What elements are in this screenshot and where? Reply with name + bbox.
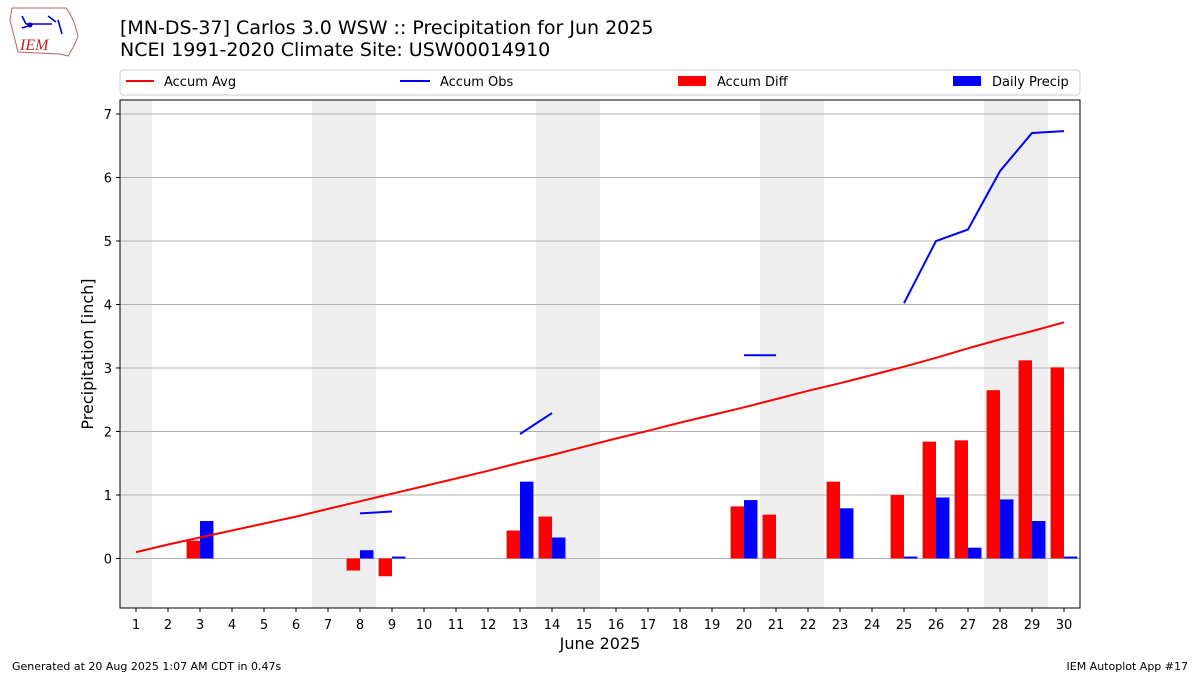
daily-precip-bar-day-20 <box>744 500 758 559</box>
xtick-label-10: 10 <box>416 618 433 633</box>
legend-swatch-accum-diff <box>678 76 706 86</box>
xtick-label-21: 21 <box>768 618 785 633</box>
ytick-label-4: 4 <box>104 298 112 313</box>
weekend-shade-day-15 <box>568 100 600 608</box>
xtick-label-27: 27 <box>960 618 977 633</box>
weekend-shade-day-1 <box>120 100 152 608</box>
daily-precip-bar-day-23 <box>840 508 854 559</box>
accum-diff-bar-day-9 <box>378 558 392 577</box>
daily-precip-bar-day-9 <box>392 556 406 559</box>
xtick-label-22: 22 <box>800 618 817 633</box>
ytick-label-2: 2 <box>104 425 112 440</box>
legend: Accum Avg Accum Obs Accum Diff Daily Pre… <box>119 69 1081 96</box>
xtick-label-8: 8 <box>356 618 364 633</box>
daily-precip-bar-day-14 <box>552 537 566 559</box>
ytick-label-1: 1 <box>104 489 112 504</box>
xtick-label-18: 18 <box>672 618 689 633</box>
daily-precip-bar-day-8 <box>360 550 374 559</box>
daily-precip-bar-day-25 <box>904 556 918 559</box>
accum-diff-bar-day-28 <box>986 390 1000 559</box>
ytick-label-7: 7 <box>104 108 112 123</box>
xtick-label-2: 2 <box>164 618 172 633</box>
x-axis-label: June 2025 <box>559 634 641 653</box>
xtick-label-29: 29 <box>1024 618 1041 633</box>
accum-diff-bar-day-30 <box>1050 367 1064 559</box>
accum-diff-bar-day-21 <box>762 514 776 559</box>
accum-diff-bar-day-27 <box>954 440 968 559</box>
legend-label-accum-obs: Accum Obs <box>440 75 513 90</box>
xtick-label-26: 26 <box>928 618 945 633</box>
accum-diff-bar-day-14 <box>538 516 552 559</box>
xtick-label-19: 19 <box>704 618 721 633</box>
xtick-label-6: 6 <box>292 618 300 633</box>
accum-diff-bar-day-23 <box>826 481 840 559</box>
ytick-label-3: 3 <box>104 362 112 377</box>
iem-logo: IEM <box>9 7 79 57</box>
plot-frame <box>119 99 1081 609</box>
precipitation-chart: 1 2 3 4 5 6 7 8 9 10 11 12 13 14 15 16 17 18 19 20 21 22 23 24 2… <box>78 69 1081 653</box>
bars <box>186 360 1078 577</box>
daily-precip-bar-day-27 <box>968 547 982 559</box>
y-axis-label: Precipitation [inch] <box>78 278 97 429</box>
ytick-label-0: 0 <box>104 552 112 567</box>
x-axis-ticks: 1 2 3 4 5 6 7 8 9 10 11 12 13 14 15 16 17 18 19 20 21 22 23 24 2… <box>132 608 1072 633</box>
accum-diff-bar-day-13 <box>506 530 520 559</box>
accum-diff-bar-day-29 <box>1018 360 1032 559</box>
app-credit: IEM Autoplot App #17 <box>1066 660 1189 673</box>
xtick-label-4: 4 <box>228 618 236 633</box>
y-gridlines <box>120 113 1080 559</box>
y-axis-ticks: 0 1 2 3 4 5 6 7 <box>104 108 120 567</box>
xtick-label-30: 30 <box>1056 618 1073 633</box>
accum-diff-bar-day-3 <box>186 540 200 559</box>
daily-precip-bar-day-13 <box>520 481 534 559</box>
xtick-label-24: 24 <box>864 618 881 633</box>
daily-precip-bar-day-28 <box>1000 499 1014 559</box>
legend-label-accum-diff: Accum Diff <box>717 75 789 90</box>
xtick-label-1: 1 <box>132 618 140 633</box>
xtick-label-9: 9 <box>388 618 396 633</box>
xtick-label-17: 17 <box>640 618 657 633</box>
weekend-shade-day-8 <box>344 100 376 608</box>
chart-subtitle: NCEI 1991-2020 Climate Site: USW00014910 <box>120 39 551 61</box>
weekend-shade-day-22 <box>792 100 824 608</box>
ytick-label-5: 5 <box>104 235 112 250</box>
accum-diff-bar-day-20 <box>730 506 744 559</box>
accum-obs-line <box>359 130 1065 515</box>
weekend-shade-day-7 <box>312 100 344 608</box>
accum-diff-bar-day-8 <box>346 558 360 571</box>
legend-swatch-daily-precip <box>953 76 981 86</box>
generated-timestamp: Generated at 20 Aug 2025 1:07 AM CDT in … <box>12 660 282 673</box>
legend-label-accum-avg: Accum Avg <box>164 75 236 90</box>
xtick-label-15: 15 <box>576 618 593 633</box>
ytick-label-6: 6 <box>104 171 112 186</box>
xtick-label-5: 5 <box>260 618 268 633</box>
daily-precip-bar-day-30 <box>1064 556 1078 559</box>
weekend-shading <box>120 100 1048 608</box>
xtick-label-25: 25 <box>896 618 913 633</box>
xtick-label-28: 28 <box>992 618 1009 633</box>
xtick-label-23: 23 <box>832 618 849 633</box>
xtick-label-12: 12 <box>480 618 497 633</box>
xtick-label-16: 16 <box>608 618 625 633</box>
xtick-label-7: 7 <box>324 618 332 633</box>
xtick-label-20: 20 <box>736 618 753 633</box>
xtick-label-3: 3 <box>196 618 204 633</box>
accum-avg-line <box>135 321 1065 554</box>
legend-label-daily-precip: Daily Precip <box>992 75 1069 90</box>
daily-precip-bar-day-29 <box>1032 521 1046 559</box>
accum-diff-bar-day-25 <box>890 494 904 559</box>
chart-title: [MN-DS-37] Carlos 3.0 WSW :: Precipitati… <box>120 17 654 39</box>
xtick-label-11: 11 <box>448 618 465 633</box>
xtick-label-14: 14 <box>544 618 561 633</box>
daily-precip-bar-day-3 <box>200 521 214 559</box>
legend-frame <box>119 69 1081 96</box>
logo-text: IEM <box>19 37 50 54</box>
lines <box>135 130 1065 554</box>
xtick-label-13: 13 <box>512 618 529 633</box>
daily-precip-bar-day-26 <box>936 497 950 559</box>
accum-diff-bar-day-26 <box>922 441 936 559</box>
